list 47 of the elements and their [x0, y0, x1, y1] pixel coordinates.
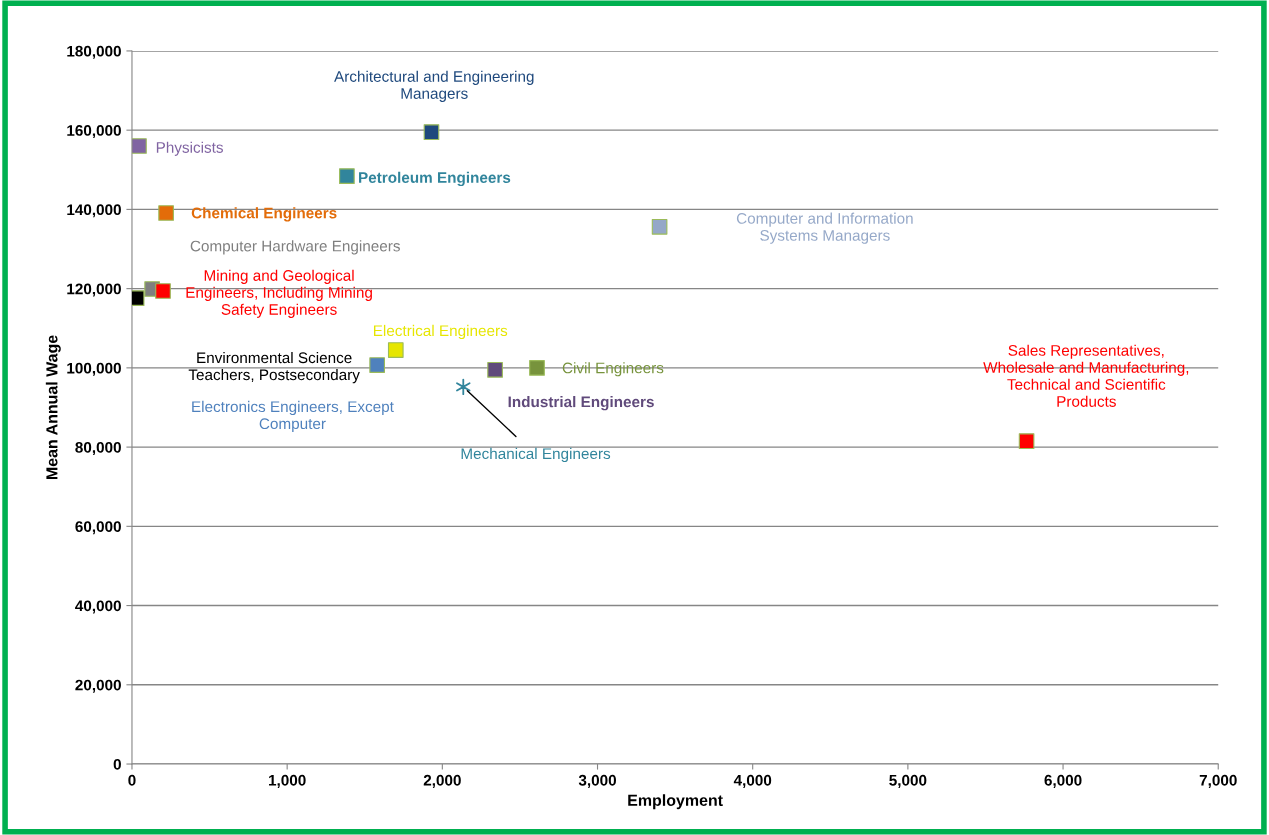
text: Environmental Science Teachers, Postsecondary	[188, 351, 360, 384]
text: Computer Hardware Engineers	[190, 240, 400, 255]
point	[1018, 433, 1035, 449]
x-axis-title: Employment	[628, 794, 723, 810]
point	[423, 124, 440, 140]
y-tick-label: 0	[113, 758, 121, 770]
series-label: Mining and Geological Engineers, Including Mining Safety Engineers	[186, 269, 372, 318]
y-tick-label: 20,000	[75, 679, 121, 693]
point	[339, 168, 355, 184]
series-label: Physicists	[156, 141, 223, 156]
point	[456, 378, 471, 396]
y-tick-label: 160,000	[67, 125, 121, 139]
y-axis-title: Mean Annual Wage	[45, 335, 61, 480]
x-tick-label: 7,000	[1199, 774, 1237, 788]
text: Mechanical Engineers	[461, 447, 611, 463]
x-tick-label: 4,000	[733, 774, 772, 788]
point	[131, 290, 145, 306]
point	[158, 205, 174, 221]
series-label: Electronics Engineers, Except Computer	[192, 400, 394, 433]
text: Sales Representatives, Wholesale and Manufacturing, Technical and Scientific Products	[983, 344, 1189, 407]
x-tick-label: 5,000	[889, 774, 927, 788]
y-tick-label: 60,000	[75, 521, 121, 535]
x-tick-label: 2,000	[423, 774, 461, 788]
series-label: Electrical Engineers	[373, 324, 508, 340]
x-tick-label: 1,000	[269, 774, 306, 788]
text: Computer and Information Systems Managers	[736, 212, 913, 244]
x-tick-label: 6,000	[1044, 774, 1082, 788]
point	[529, 360, 545, 376]
point	[387, 342, 404, 358]
y-tick-label: 120,000	[67, 283, 121, 297]
series-label: Industrial Engineers	[508, 396, 654, 411]
point	[369, 357, 385, 373]
y-tick-label: 180,000	[67, 45, 121, 59]
x-tick-label: 0	[128, 774, 136, 786]
point	[651, 218, 668, 235]
y-tick-label: 100,000	[67, 362, 121, 376]
point	[131, 138, 147, 154]
y-tick-label: 40,000	[75, 600, 121, 614]
series-label: Petroleum Engineers	[359, 171, 511, 187]
y-tick-label: 140,000	[67, 204, 121, 218]
y-tick-label: 80,000	[75, 441, 121, 455]
text: Architectural and Engineering Managers	[334, 70, 534, 102]
series-label: Chemical Engineers	[191, 207, 337, 222]
point	[155, 283, 171, 299]
x-tick-label: 3,000	[578, 774, 617, 788]
series-label: Civil Engineers	[562, 362, 664, 377]
point	[487, 362, 503, 378]
